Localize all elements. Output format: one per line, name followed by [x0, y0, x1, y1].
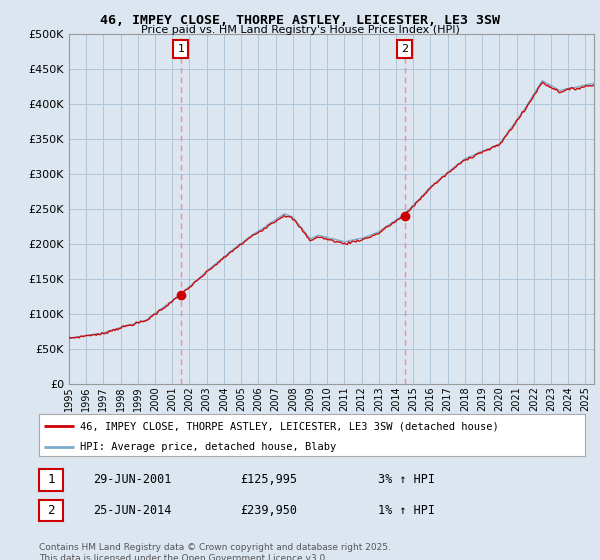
Text: £239,950: £239,950: [240, 504, 297, 517]
Text: HPI: Average price, detached house, Blaby: HPI: Average price, detached house, Blab…: [80, 442, 336, 452]
Text: 2: 2: [401, 44, 408, 54]
Text: 2: 2: [47, 504, 55, 517]
Text: £125,995: £125,995: [240, 473, 297, 487]
Text: 1% ↑ HPI: 1% ↑ HPI: [378, 504, 435, 517]
Text: 46, IMPEY CLOSE, THORPE ASTLEY, LEICESTER, LE3 3SW: 46, IMPEY CLOSE, THORPE ASTLEY, LEICESTE…: [100, 14, 500, 27]
Text: 46, IMPEY CLOSE, THORPE ASTLEY, LEICESTER, LE3 3SW (detached house): 46, IMPEY CLOSE, THORPE ASTLEY, LEICESTE…: [80, 421, 499, 431]
Text: 25-JUN-2014: 25-JUN-2014: [93, 504, 172, 517]
Text: Price paid vs. HM Land Registry's House Price Index (HPI): Price paid vs. HM Land Registry's House …: [140, 25, 460, 35]
Text: Contains HM Land Registry data © Crown copyright and database right 2025.
This d: Contains HM Land Registry data © Crown c…: [39, 543, 391, 560]
Text: 29-JUN-2001: 29-JUN-2001: [93, 473, 172, 487]
Text: 3% ↑ HPI: 3% ↑ HPI: [378, 473, 435, 487]
Text: 1: 1: [178, 44, 184, 54]
Text: 1: 1: [47, 473, 55, 487]
